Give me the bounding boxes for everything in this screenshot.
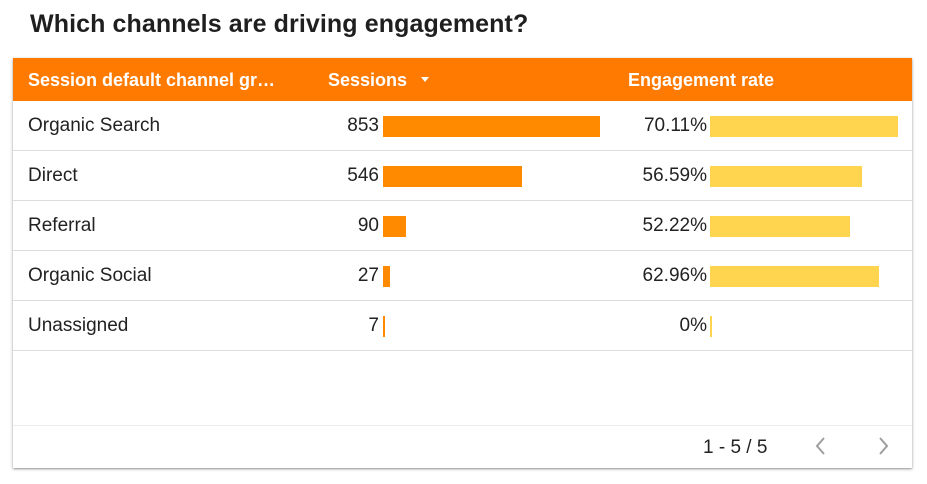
column-header-channel[interactable]: Session default channel gr… [28, 70, 276, 90]
chevron-left-icon[interactable] [809, 434, 833, 458]
cell-channel: Organic Social [28, 265, 152, 286]
table-header: Session default channel gr… Sessions Eng… [13, 58, 912, 101]
cell-engagement-rate: 52.22% [642, 215, 707, 236]
cell-channel: Organic Search [28, 115, 161, 136]
cell-engagement-rate: 62.96% [642, 265, 707, 286]
cell-sessions: 90 [357, 215, 379, 236]
page-title: Which channels are driving engagement? [30, 10, 529, 38]
table-row: Organic Search 853 70.11% [13, 101, 912, 151]
sessions-bar [383, 316, 385, 337]
engagement-bar [710, 116, 898, 137]
cell-sessions: 7 [368, 315, 379, 336]
cell-channel: Direct [28, 165, 78, 186]
engagement-bar [710, 316, 712, 337]
engagement-bar [710, 266, 879, 287]
cell-engagement-rate: 56.59% [642, 165, 707, 186]
cell-channel: Referral [28, 215, 96, 236]
sessions-bar [383, 216, 406, 237]
column-header-engagement-rate[interactable]: Engagement rate [628, 70, 775, 90]
table-card: Session default channel gr… Sessions Eng… [13, 58, 912, 468]
cell-sessions: 27 [357, 265, 379, 286]
column-header-sessions-label: Sessions [328, 70, 408, 90]
table-footer: 1 - 5 / 5 [13, 425, 912, 468]
pagination-label: 1 - 5 / 5 [703, 437, 768, 458]
engagement-bar [710, 216, 850, 237]
sessions-bar [383, 166, 522, 187]
sessions-bar [383, 116, 600, 137]
engagement-bar [710, 166, 862, 187]
table-row: Unassigned 7 0% [13, 301, 912, 351]
cell-sessions: 853 [347, 115, 379, 136]
sessions-bar [383, 266, 390, 287]
cell-engagement-rate: 0% [679, 315, 707, 336]
cell-sessions: 546 [347, 165, 379, 186]
table-row: Referral 90 52.22% [13, 201, 912, 251]
table-row: Organic Social 27 62.96% [13, 251, 912, 301]
cell-engagement-rate: 70.11% [643, 115, 707, 136]
sort-descending-icon[interactable] [421, 76, 430, 82]
column-header-sessions[interactable]: Sessions [328, 70, 430, 91]
cell-channel: Unassigned [28, 315, 129, 336]
chevron-right-icon[interactable] [871, 434, 895, 458]
table-row: Direct 546 56.59% [13, 151, 912, 201]
